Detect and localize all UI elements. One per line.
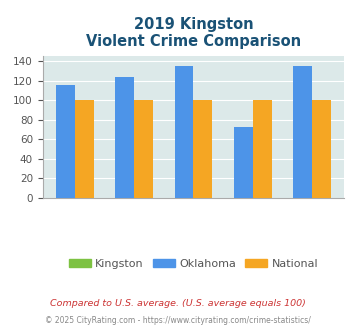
Bar [234,127,253,198]
Text: Compared to U.S. average. (U.S. average equals 100): Compared to U.S. average. (U.S. average … [50,299,305,308]
Bar [115,77,134,198]
Bar [134,100,153,198]
Bar [193,100,212,198]
Bar [75,100,94,198]
Bar [253,100,272,198]
Title: 2019 Kingston
Violent Crime Comparison: 2019 Kingston Violent Crime Comparison [86,17,301,50]
Legend: Kingston, Oklahoma, National: Kingston, Oklahoma, National [64,255,323,274]
Bar [175,66,193,198]
Bar [56,85,75,198]
Text: © 2025 CityRating.com - https://www.cityrating.com/crime-statistics/: © 2025 CityRating.com - https://www.city… [45,316,310,325]
Bar [293,66,312,198]
Bar [312,100,331,198]
